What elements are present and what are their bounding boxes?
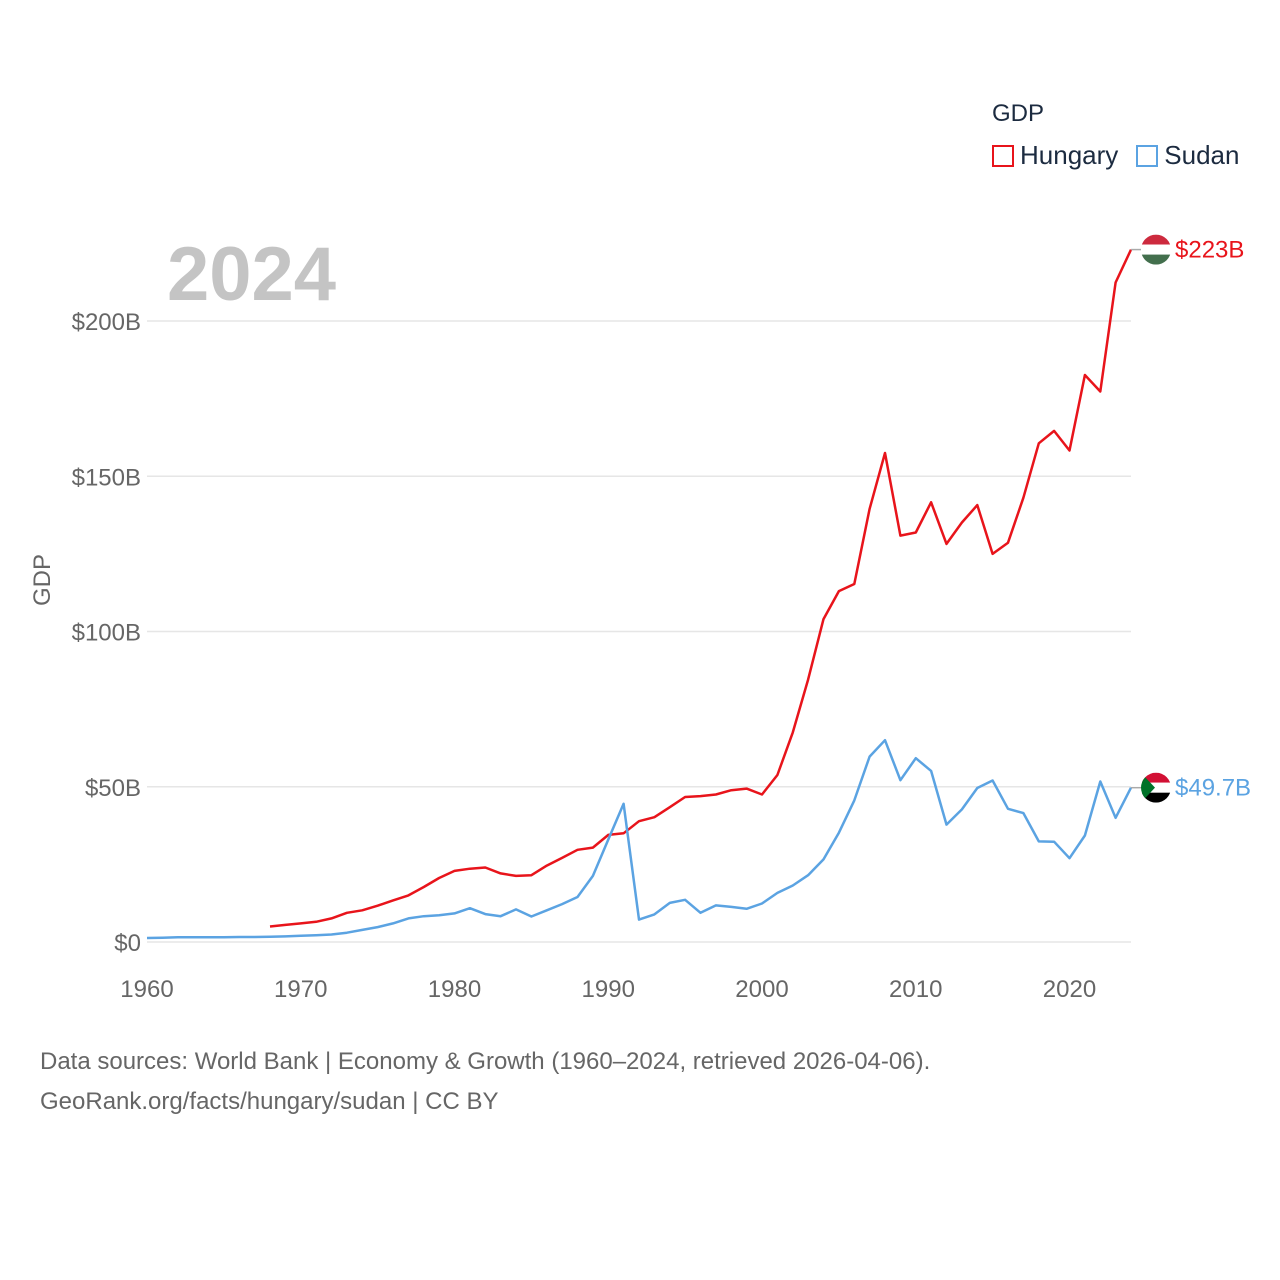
year-watermark: 2024: [167, 232, 336, 317]
end-value-label-hungary: $223B: [1175, 237, 1244, 264]
end-markers: $223B $49.7B: [1131, 234, 1251, 803]
y-tick-label: $200B: [72, 309, 141, 336]
x-tick-label: 2020: [1043, 976, 1096, 1003]
series-line-sudan: [146, 738, 1133, 940]
x-tick-label: 1970: [274, 976, 327, 1003]
x-tick-label: 1990: [582, 976, 635, 1003]
legend: GDP Hungary Sudan: [992, 100, 1239, 171]
hungary-swatch-icon: [992, 144, 1014, 167]
legend-item-hungary[interactable]: Hungary: [992, 140, 1118, 171]
y-axis-label: GDP: [29, 554, 56, 606]
legend-title: GDP: [992, 100, 1045, 127]
y-tick-label: $100B: [72, 620, 141, 647]
series-lines: [146, 249, 1133, 940]
y-tick-label: $0: [114, 930, 141, 957]
x-tick-label: 2010: [889, 976, 942, 1003]
sudan-flag-icon: [1141, 772, 1171, 803]
x-tick-label: 2000: [735, 976, 788, 1003]
legend-label-sudan: Sudan: [1164, 140, 1240, 170]
x-axis-ticks: 1960 1970 1980 1990 2000 2010 2020: [120, 976, 1096, 1003]
legend-label-hungary: Hungary: [1020, 140, 1119, 170]
source-line-1: Data sources: World Bank | Economy & Gro…: [40, 1048, 931, 1075]
end-value-label-sudan: $49.7B: [1175, 775, 1251, 802]
source-line-2[interactable]: GeoRank.org/facts/hungary/sudan | CC BY: [40, 1088, 499, 1115]
series-line-hungary: [269, 249, 1133, 928]
hungary-flag-icon: [1141, 234, 1171, 265]
y-tick-label: $150B: [72, 464, 141, 491]
gridlines: [147, 320, 1131, 943]
sudan-swatch-icon: [1136, 144, 1159, 167]
x-tick-label: 1960: [120, 976, 173, 1003]
legend-item-sudan[interactable]: Sudan: [1136, 140, 1239, 171]
data-source-note: Data sources: World Bank | Economy & Gro…: [40, 1042, 930, 1122]
y-tick-label: $50B: [85, 775, 141, 802]
x-tick-label: 1980: [428, 976, 481, 1003]
y-axis-ticks: $0 $50B $100B $150B $200B: [72, 309, 141, 957]
